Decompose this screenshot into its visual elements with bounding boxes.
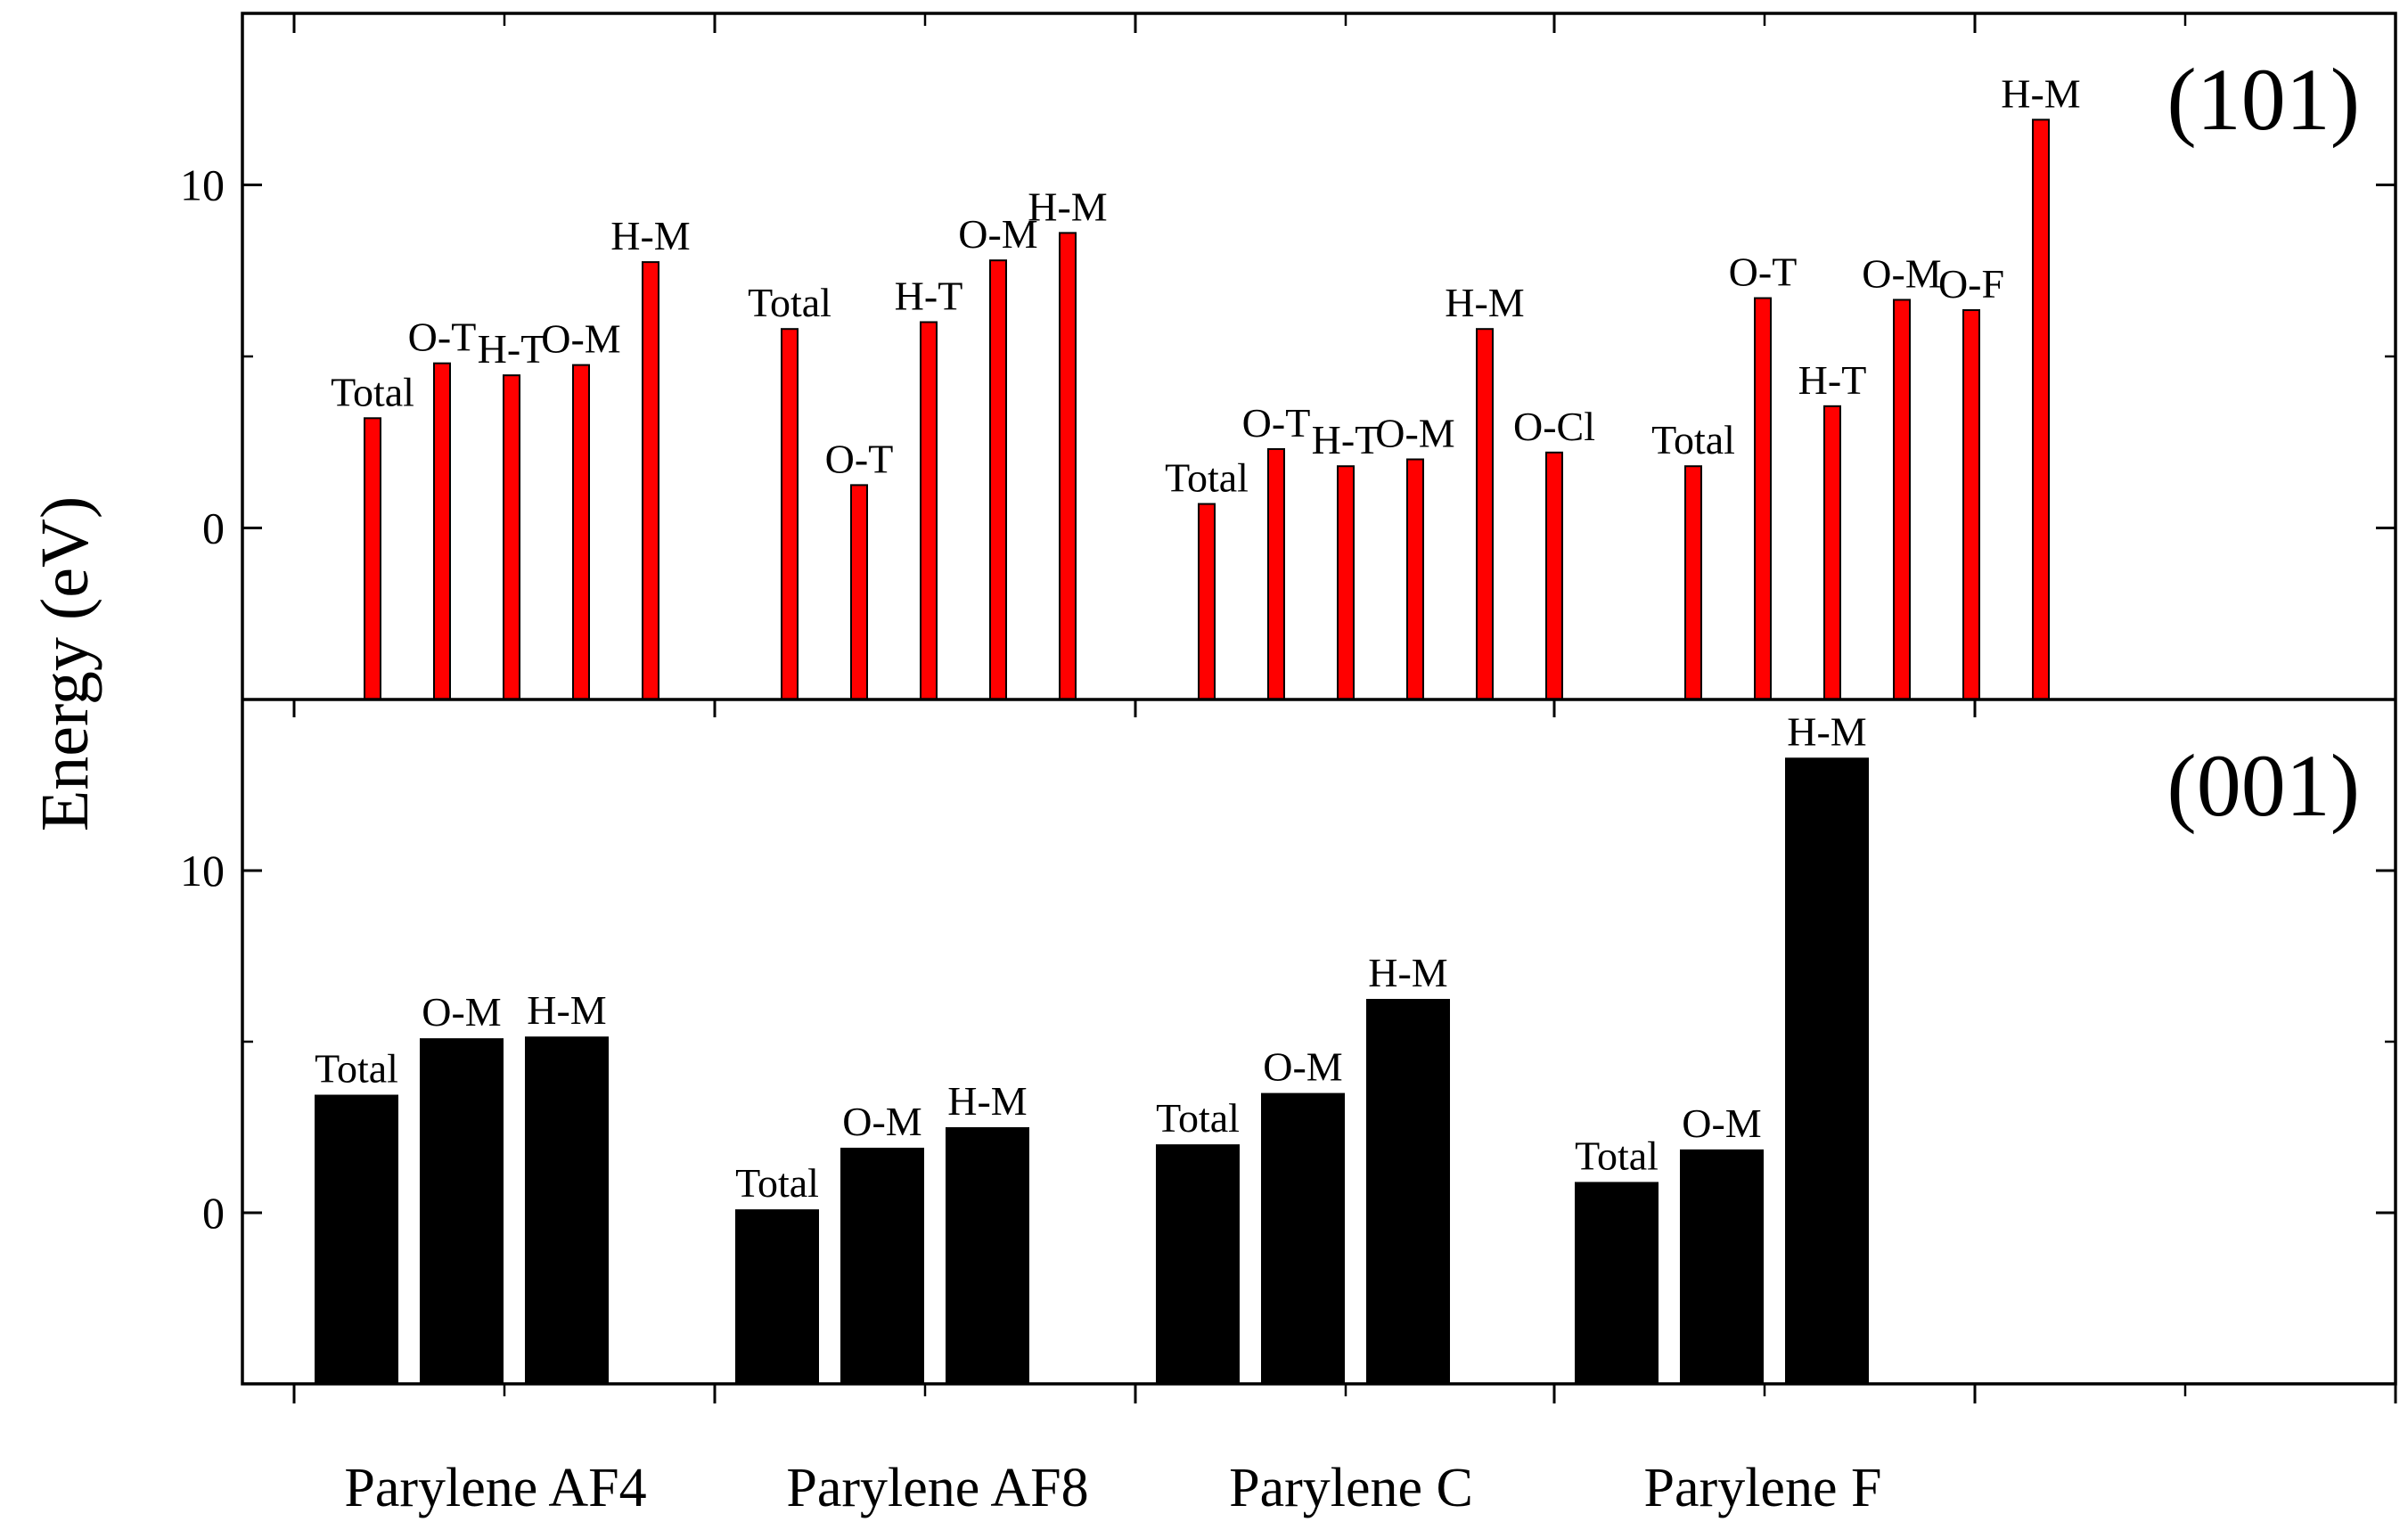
bar-label-101: H-T (1312, 417, 1380, 462)
bar-001-parylene-f-h-m (1785, 757, 1869, 1384)
bar-label-101: O-T (408, 315, 477, 360)
y-axis-title: Energy (eV) (28, 496, 102, 831)
bar-001-parylene-c-o-m (1261, 1092, 1345, 1384)
bar-001-parylene-f-total (1575, 1182, 1659, 1384)
bar-101-parylene-c-o-t (1267, 447, 1285, 700)
bar-101-parylene-af4-o-m (572, 364, 590, 700)
bar-label-101: H-T (1798, 357, 1867, 403)
bar-001-parylene-af4-o-m (420, 1038, 504, 1384)
bar-label-001: H-M (947, 1078, 1027, 1124)
bar-label-101: O-T (825, 436, 894, 481)
bar-101-parylene-af4-h-m (642, 261, 659, 700)
bar-101-parylene-af8-o-t (850, 484, 868, 700)
bar-label-101: O-M (541, 316, 620, 362)
y-tick-label: 10 (180, 160, 225, 210)
bar-label-101: Total (331, 369, 414, 414)
bar-001-parylene-af8-h-m (946, 1127, 1029, 1384)
bar-101-parylene-c-h-t (1337, 465, 1355, 700)
y-tick-label: 10 (180, 846, 225, 896)
bar-001-parylene-af8-o-m (840, 1148, 924, 1384)
bar-101-parylene-f-h-t (1823, 405, 1841, 700)
bar-101-parylene-af4-total (364, 417, 381, 700)
bar-001-parylene-af4-total (315, 1094, 398, 1384)
bar-001-parylene-af4-h-m (525, 1036, 609, 1384)
bar-label-001: H-M (527, 987, 606, 1033)
bar-101-parylene-c-h-m (1476, 328, 1494, 700)
bar-001-parylene-c-total (1156, 1144, 1240, 1384)
bar-label-101: O-Cl (1513, 404, 1595, 449)
bar-label-101: O-F (1938, 261, 2004, 307)
bars-layer (315, 119, 2050, 1384)
bar-101-parylene-af8-o-m (989, 259, 1007, 700)
bar-label-001: O-M (842, 1099, 921, 1144)
panel-tag-101: (101) (2166, 50, 2360, 149)
bar-label-101: O-T (1729, 250, 1798, 295)
bar-001-parylene-f-o-m (1680, 1149, 1764, 1384)
bar-label-101: Total (1165, 455, 1249, 501)
y-tick-label: 0 (202, 1188, 225, 1238)
bar-label-101: H-T (478, 326, 546, 372)
bar-101-parylene-f-o-f (1962, 309, 1980, 700)
category-label-parylene-af8: Parylene AF8 (786, 1458, 1088, 1518)
bar-label-001: Total (1156, 1095, 1240, 1141)
bar-label-101: O-T (1242, 400, 1311, 446)
bar-label-101: H-M (610, 213, 690, 258)
y-tick-label: 0 (202, 503, 225, 553)
bar-label-001: O-M (1263, 1044, 1342, 1090)
bar-101-parylene-c-o-m (1406, 458, 1424, 700)
frames-layer (241, 12, 2397, 1403)
bar-101-parylene-af4-h-t (503, 374, 520, 700)
bar-label-101: O-M (1862, 250, 1941, 296)
bar-101-parylene-c-total (1198, 503, 1216, 700)
bar-label-101: O-M (1375, 411, 1454, 456)
bar-101-parylene-f-total (1684, 465, 1702, 700)
bar-label-101: Total (1651, 417, 1735, 462)
bar-label-001: Total (315, 1046, 398, 1092)
bar-101-parylene-f-h-m (2032, 119, 2050, 701)
bar-label-001: Total (1575, 1133, 1659, 1178)
category-label-parylene-af4: Parylene AF4 (344, 1458, 646, 1518)
bar-label-001: H-M (1368, 950, 1447, 995)
bar-label-101: H-T (895, 274, 963, 319)
bar-101-parylene-c-o-cl (1545, 451, 1563, 700)
bar-label-001: H-M (1787, 708, 1866, 754)
bar-101-parylene-af8-h-m (1059, 232, 1077, 700)
category-label-parylene-f: Parylene F (1644, 1458, 1882, 1518)
bar-101-parylene-af8-h-t (920, 321, 938, 700)
bar-001-parylene-c-h-m (1366, 999, 1450, 1384)
bar-label-001: O-M (1682, 1100, 1761, 1146)
bar-label-001: Total (735, 1160, 819, 1206)
bar-label-101: H-M (1028, 184, 1107, 229)
bar-label-101: O-M (958, 211, 1037, 257)
bar-101-parylene-f-o-m (1893, 299, 1911, 700)
panel-tag-001: (001) (2166, 736, 2360, 835)
bar-label-101: H-M (1445, 280, 1524, 325)
bar-101-parylene-af4-o-t (433, 362, 451, 700)
bar-001-parylene-af8-total (735, 1209, 819, 1384)
bar-label-101: Total (748, 280, 831, 325)
bar-label-001: O-M (422, 989, 501, 1035)
bar-101-parylene-af8-total (781, 328, 799, 700)
bar-label-101: H-M (2001, 70, 2080, 116)
category-label-parylene-c: Parylene C (1229, 1458, 1473, 1518)
bar-101-parylene-f-o-t (1754, 297, 1772, 700)
